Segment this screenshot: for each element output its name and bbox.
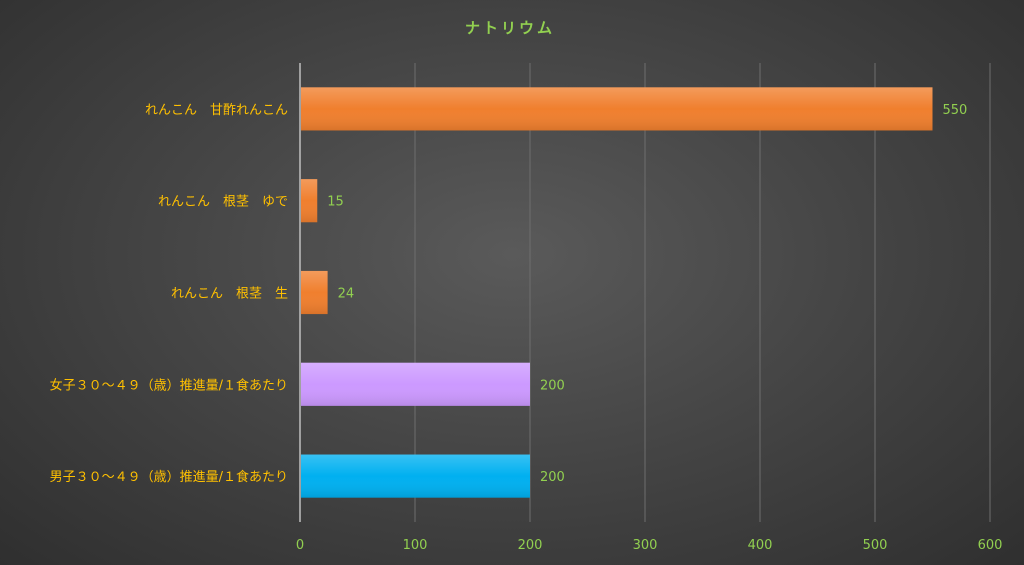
bar-shine-2 bbox=[301, 179, 318, 223]
x-tick-label-500: 500 bbox=[863, 538, 888, 553]
category-label-5: 男子３０～４９（歳）推進量/１食あたり bbox=[50, 469, 288, 485]
data-label-2: 15 bbox=[327, 195, 344, 210]
x-tick-label-100: 100 bbox=[403, 538, 428, 553]
bar-shine-5 bbox=[301, 454, 530, 498]
bar-shine-4 bbox=[301, 362, 530, 406]
category-label-1: れんこん 甘酢れんこん bbox=[145, 103, 288, 118]
bar-shine-3 bbox=[301, 270, 328, 315]
data-label-1: 550 bbox=[943, 103, 968, 118]
x-tick-label-400: 400 bbox=[748, 538, 773, 553]
category-label-3: れんこん 根茎 生 bbox=[171, 287, 288, 302]
gridlines bbox=[299, 63, 991, 522]
x-tick-label-200: 200 bbox=[518, 538, 543, 553]
data-label-5: 200 bbox=[540, 470, 565, 485]
category-label-4: 女子３０～４９（歳）推進量/１食あたり bbox=[50, 377, 288, 393]
bar-shine-1 bbox=[301, 87, 933, 131]
labels: 0 100 200 300 400 500 600 れんこん 甘酢れんこん 550 れんこん 根茎… bbox=[50, 103, 1003, 553]
data-label-3: 24 bbox=[338, 287, 355, 302]
x-tick-label-300: 300 bbox=[633, 538, 658, 553]
chart-title: ナトリウム bbox=[465, 19, 555, 37]
x-tick-label-600: 600 bbox=[978, 538, 1003, 553]
x-tick-label-0: 0 bbox=[296, 538, 304, 553]
data-label-4: 200 bbox=[540, 378, 565, 393]
category-label-2: れんこん 根茎 ゆで bbox=[158, 195, 288, 210]
bars bbox=[301, 87, 933, 498]
